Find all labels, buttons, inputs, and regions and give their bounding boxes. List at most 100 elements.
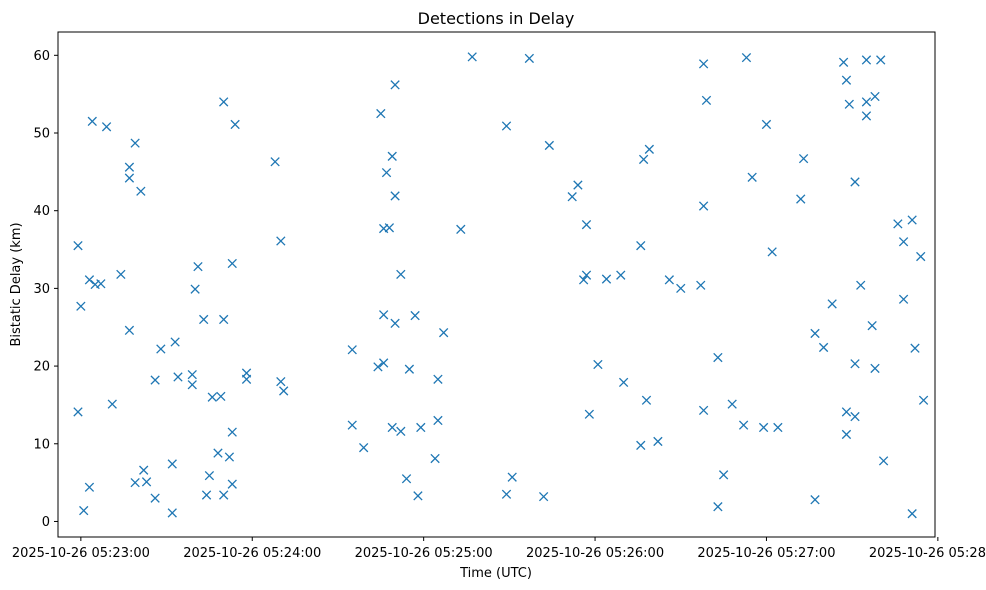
data-point-marker [573, 180, 583, 190]
data-point-marker [227, 427, 237, 437]
data-point-marker [130, 138, 140, 148]
data-point-marker [187, 380, 197, 390]
data-point-marker [79, 505, 89, 516]
y-tick-label: 30 [33, 282, 50, 297]
data-point-marker [698, 405, 709, 416]
data-point-marker [347, 420, 357, 430]
data-point-marker [379, 310, 389, 320]
x-tick-label: 2025-10-26 05:25:00 [355, 546, 493, 561]
data-point-marker [101, 122, 112, 132]
data-point-marker [907, 509, 917, 519]
data-point-marker [124, 173, 135, 183]
data-point-marker [838, 57, 849, 67]
data-point-marker [850, 411, 860, 422]
data-point-marker [241, 374, 252, 384]
data-point-marker [219, 314, 229, 325]
data-point-marker [141, 477, 152, 487]
data-point-marker [224, 452, 235, 462]
data-point-marker [401, 474, 412, 484]
data-point-marker [738, 420, 749, 430]
data-point-marker [204, 470, 215, 481]
data-point-marker [173, 372, 183, 382]
data-point-marker [636, 240, 646, 251]
data-point-marker [416, 422, 426, 433]
y-tick-label: 20 [33, 360, 50, 375]
data-point-marker [150, 493, 160, 503]
data-point-marker [387, 151, 397, 161]
data-point-marker [390, 80, 400, 90]
x-axis-label: Time (UTC) [459, 566, 532, 581]
data-point-marker [850, 177, 860, 187]
data-point-marker [501, 121, 512, 131]
data-point-marker [653, 436, 663, 447]
y-tick-label: 40 [33, 204, 50, 219]
data-point-marker [918, 395, 929, 405]
data-point-marker [698, 59, 709, 69]
data-point-marker [107, 399, 117, 409]
data-point-marker [718, 470, 729, 480]
data-point-marker [230, 119, 240, 130]
data-point-marker [227, 258, 237, 269]
data-point-marker [713, 352, 723, 363]
data-point-marker [227, 479, 237, 489]
data-point-marker [276, 376, 286, 387]
data-point-marker [664, 275, 674, 285]
data-point-marker [773, 422, 783, 433]
data-point-marker [410, 310, 420, 321]
data-point-marker [870, 363, 880, 374]
data-point-marker [413, 491, 423, 501]
data-point-marker [124, 162, 135, 172]
data-point-marker [676, 283, 686, 294]
data-point-marker [130, 477, 140, 488]
data-point-marker [87, 116, 97, 127]
data-point-marker [433, 415, 443, 426]
data-point-marker [796, 194, 806, 204]
data-point-marker [636, 440, 646, 450]
data-point-marker [193, 261, 203, 272]
data-point-marker [861, 111, 872, 121]
y-tick-label: 10 [33, 437, 50, 452]
data-point-marker [167, 508, 177, 518]
data-point-marker [810, 495, 820, 505]
data-point-marker [841, 429, 852, 440]
x-tick-label: 2025-10-26 05:26:00 [526, 546, 664, 561]
data-point-marker [578, 275, 589, 285]
data-point-marker [644, 144, 654, 154]
data-point-marker [379, 358, 389, 368]
data-point-marker [438, 328, 449, 338]
data-point-marker [701, 95, 712, 106]
data-point-marker [501, 489, 512, 499]
data-point-marker [713, 502, 723, 512]
data-point-marker [841, 75, 852, 85]
data-point-marker [616, 270, 626, 280]
data-point-marker [638, 154, 649, 165]
y-tick-label: 60 [33, 49, 50, 64]
y-axis-label: Bistatic Delay (km) [9, 222, 24, 346]
plot-area-frame [57, 31, 936, 538]
data-point-marker [116, 269, 126, 280]
data-point-marker [150, 375, 160, 385]
data-markers [73, 52, 929, 519]
data-point-marker [641, 395, 652, 405]
data-point-marker [219, 490, 229, 500]
data-point-marker [567, 192, 577, 202]
data-point-marker [798, 153, 809, 164]
data-point-marker [867, 321, 877, 331]
data-point-marker [861, 55, 872, 65]
data-point-marker [167, 459, 177, 469]
data-point-marker [761, 119, 772, 130]
data-point-marker [373, 362, 383, 372]
data-point-marker [581, 270, 592, 280]
data-point-marker [201, 490, 212, 500]
data-point-marker [396, 426, 406, 436]
data-point-marker [430, 453, 440, 464]
data-point-marker [390, 191, 400, 201]
data-point-marker [276, 236, 286, 246]
data-point-marker [898, 294, 909, 304]
data-point-marker [696, 280, 706, 290]
data-point-marker [73, 240, 83, 251]
data-point-marker [584, 409, 595, 419]
data-point-marker [870, 91, 880, 102]
